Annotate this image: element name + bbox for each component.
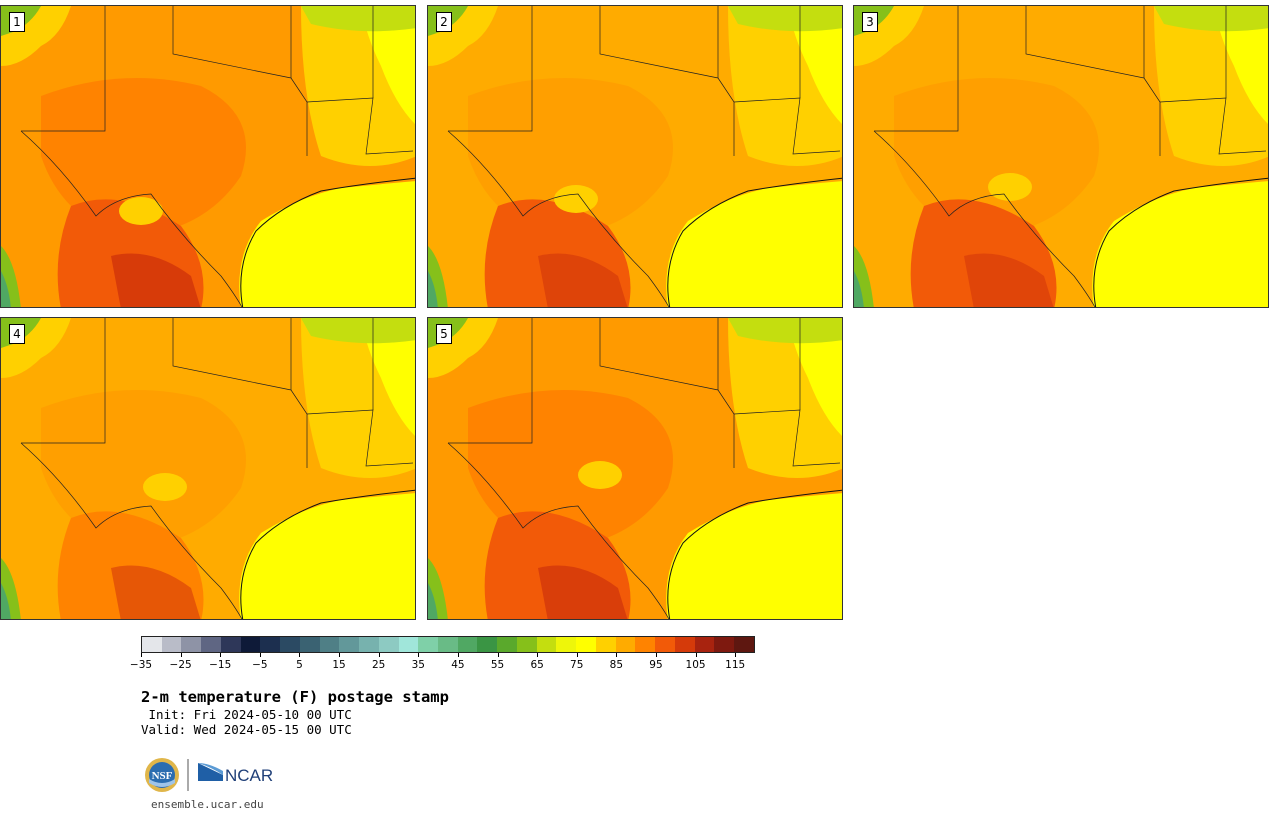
colorbar-segment	[576, 637, 596, 652]
colorbar-segment	[398, 637, 419, 652]
colorbar-segment	[359, 637, 379, 652]
website-url: ensemble.ucar.edu	[151, 798, 264, 811]
colorbar-segment	[220, 637, 241, 652]
colorbar-tick	[339, 653, 341, 657]
colorbar-tick	[180, 653, 182, 657]
nsf-ncar-logo: NSF NCAR	[145, 758, 273, 792]
colorbar-segment	[516, 637, 537, 652]
colorbar-tick-label: 15	[332, 659, 346, 671]
colorbar-tick	[418, 653, 420, 657]
colorbar-segment	[280, 637, 300, 652]
colorbar-segment	[477, 637, 498, 652]
colorbar-segment	[674, 637, 695, 652]
colorbar-segment	[556, 637, 577, 652]
colorbar-tick	[616, 653, 618, 657]
colorbar-tick	[735, 653, 737, 657]
colorbar-tick-label: 25	[371, 659, 386, 671]
colorbar-segment	[319, 637, 340, 652]
postage-stamp-panel: 5	[427, 317, 843, 620]
colorbar-tick-label: −15	[209, 659, 232, 671]
colorbar-tick	[220, 653, 222, 657]
colorbar-segment	[378, 637, 399, 652]
colorbar-segment	[339, 637, 360, 652]
colorbar-tick-label: −35	[129, 659, 153, 671]
colorbar-tick	[299, 653, 301, 657]
colorbar-segment	[457, 637, 478, 652]
colorbar-segment	[694, 637, 715, 652]
temperature-colorbar	[141, 636, 755, 653]
colorbar-segment	[299, 637, 320, 652]
colorbar-tick	[695, 653, 697, 657]
colorbar-segment	[181, 637, 202, 652]
colorbar-segment	[240, 637, 261, 652]
colorbar-segment	[536, 637, 557, 652]
colorbar-tick-label: 95	[649, 659, 663, 671]
colorbar-segment	[635, 637, 656, 652]
colorbar-tick	[141, 653, 142, 657]
init-time: Init: Fri 2024-05-10 00 UTC	[141, 707, 352, 722]
temperature-map	[428, 6, 842, 307]
panel-number-label: 5	[436, 324, 452, 344]
colorbar-tick	[259, 653, 261, 657]
temperature-map	[428, 318, 842, 619]
panel-number-label: 2	[436, 12, 452, 32]
panel-number-label: 4	[9, 324, 25, 344]
temperature-map	[854, 6, 1268, 307]
colorbar-tick-label: 105	[685, 659, 706, 671]
nsf-logo: NSF	[145, 758, 179, 792]
temperature-map	[1, 6, 415, 307]
ncar-logo: NCAR	[198, 763, 273, 785]
postage-stamp-panel: 2	[427, 5, 843, 308]
colorbar-tick	[655, 653, 657, 657]
map-title: 2-m temperature (F) postage stamp	[141, 688, 449, 706]
colorbar-segment	[418, 637, 439, 652]
colorbar-segment	[734, 637, 754, 652]
colorbar-segment	[595, 637, 616, 652]
colorbar-segment	[161, 637, 182, 652]
colorbar-tick-label: 65	[530, 659, 544, 671]
colorbar-tick-label: 115	[725, 659, 746, 671]
svg-text:NSF: NSF	[152, 770, 173, 782]
logos: NSF NCAR	[145, 757, 275, 793]
colorbar-tick-label: 45	[451, 659, 465, 671]
colorbar-tick-label: 85	[609, 659, 624, 671]
colorbar-segment	[714, 637, 735, 652]
colorbar-segment	[260, 637, 281, 652]
colorbar-tick	[457, 653, 459, 657]
colorbar-tick	[378, 653, 380, 657]
colorbar-segment	[497, 637, 517, 652]
colorbar-segment	[615, 637, 636, 652]
colorbar-tick	[537, 653, 539, 657]
valid-time: Valid: Wed 2024-05-15 00 UTC	[141, 722, 352, 737]
colorbar-tick-label: 75	[570, 659, 584, 671]
colorbar-tick-label: 55	[490, 659, 505, 671]
colorbar-tick	[576, 653, 578, 657]
colorbar-tick	[497, 653, 499, 657]
postage-stamp-panel: 4	[0, 317, 416, 620]
postage-stamp-panel: 1	[0, 5, 416, 308]
temperature-map	[1, 318, 415, 619]
svg-text:NCAR: NCAR	[225, 766, 273, 785]
panel-number-label: 3	[862, 12, 878, 32]
colorbar-segment	[201, 637, 221, 652]
colorbar-tick-label: −25	[169, 659, 192, 671]
colorbar-segment	[655, 637, 675, 652]
colorbar-ticks: −35 −25 −15 −5 5 15 25 35 45 55 65 75 85 95 105 115	[130, 653, 755, 673]
colorbar-tick-label: 5	[296, 659, 303, 671]
colorbar-tick-label: 35	[411, 659, 425, 671]
colorbar-segment	[438, 637, 458, 652]
colorbar-segment	[142, 637, 162, 652]
postage-stamp-panel: 3	[853, 5, 1269, 308]
panel-number-label: 1	[9, 12, 25, 32]
colorbar-tick-label: −5	[252, 659, 268, 671]
